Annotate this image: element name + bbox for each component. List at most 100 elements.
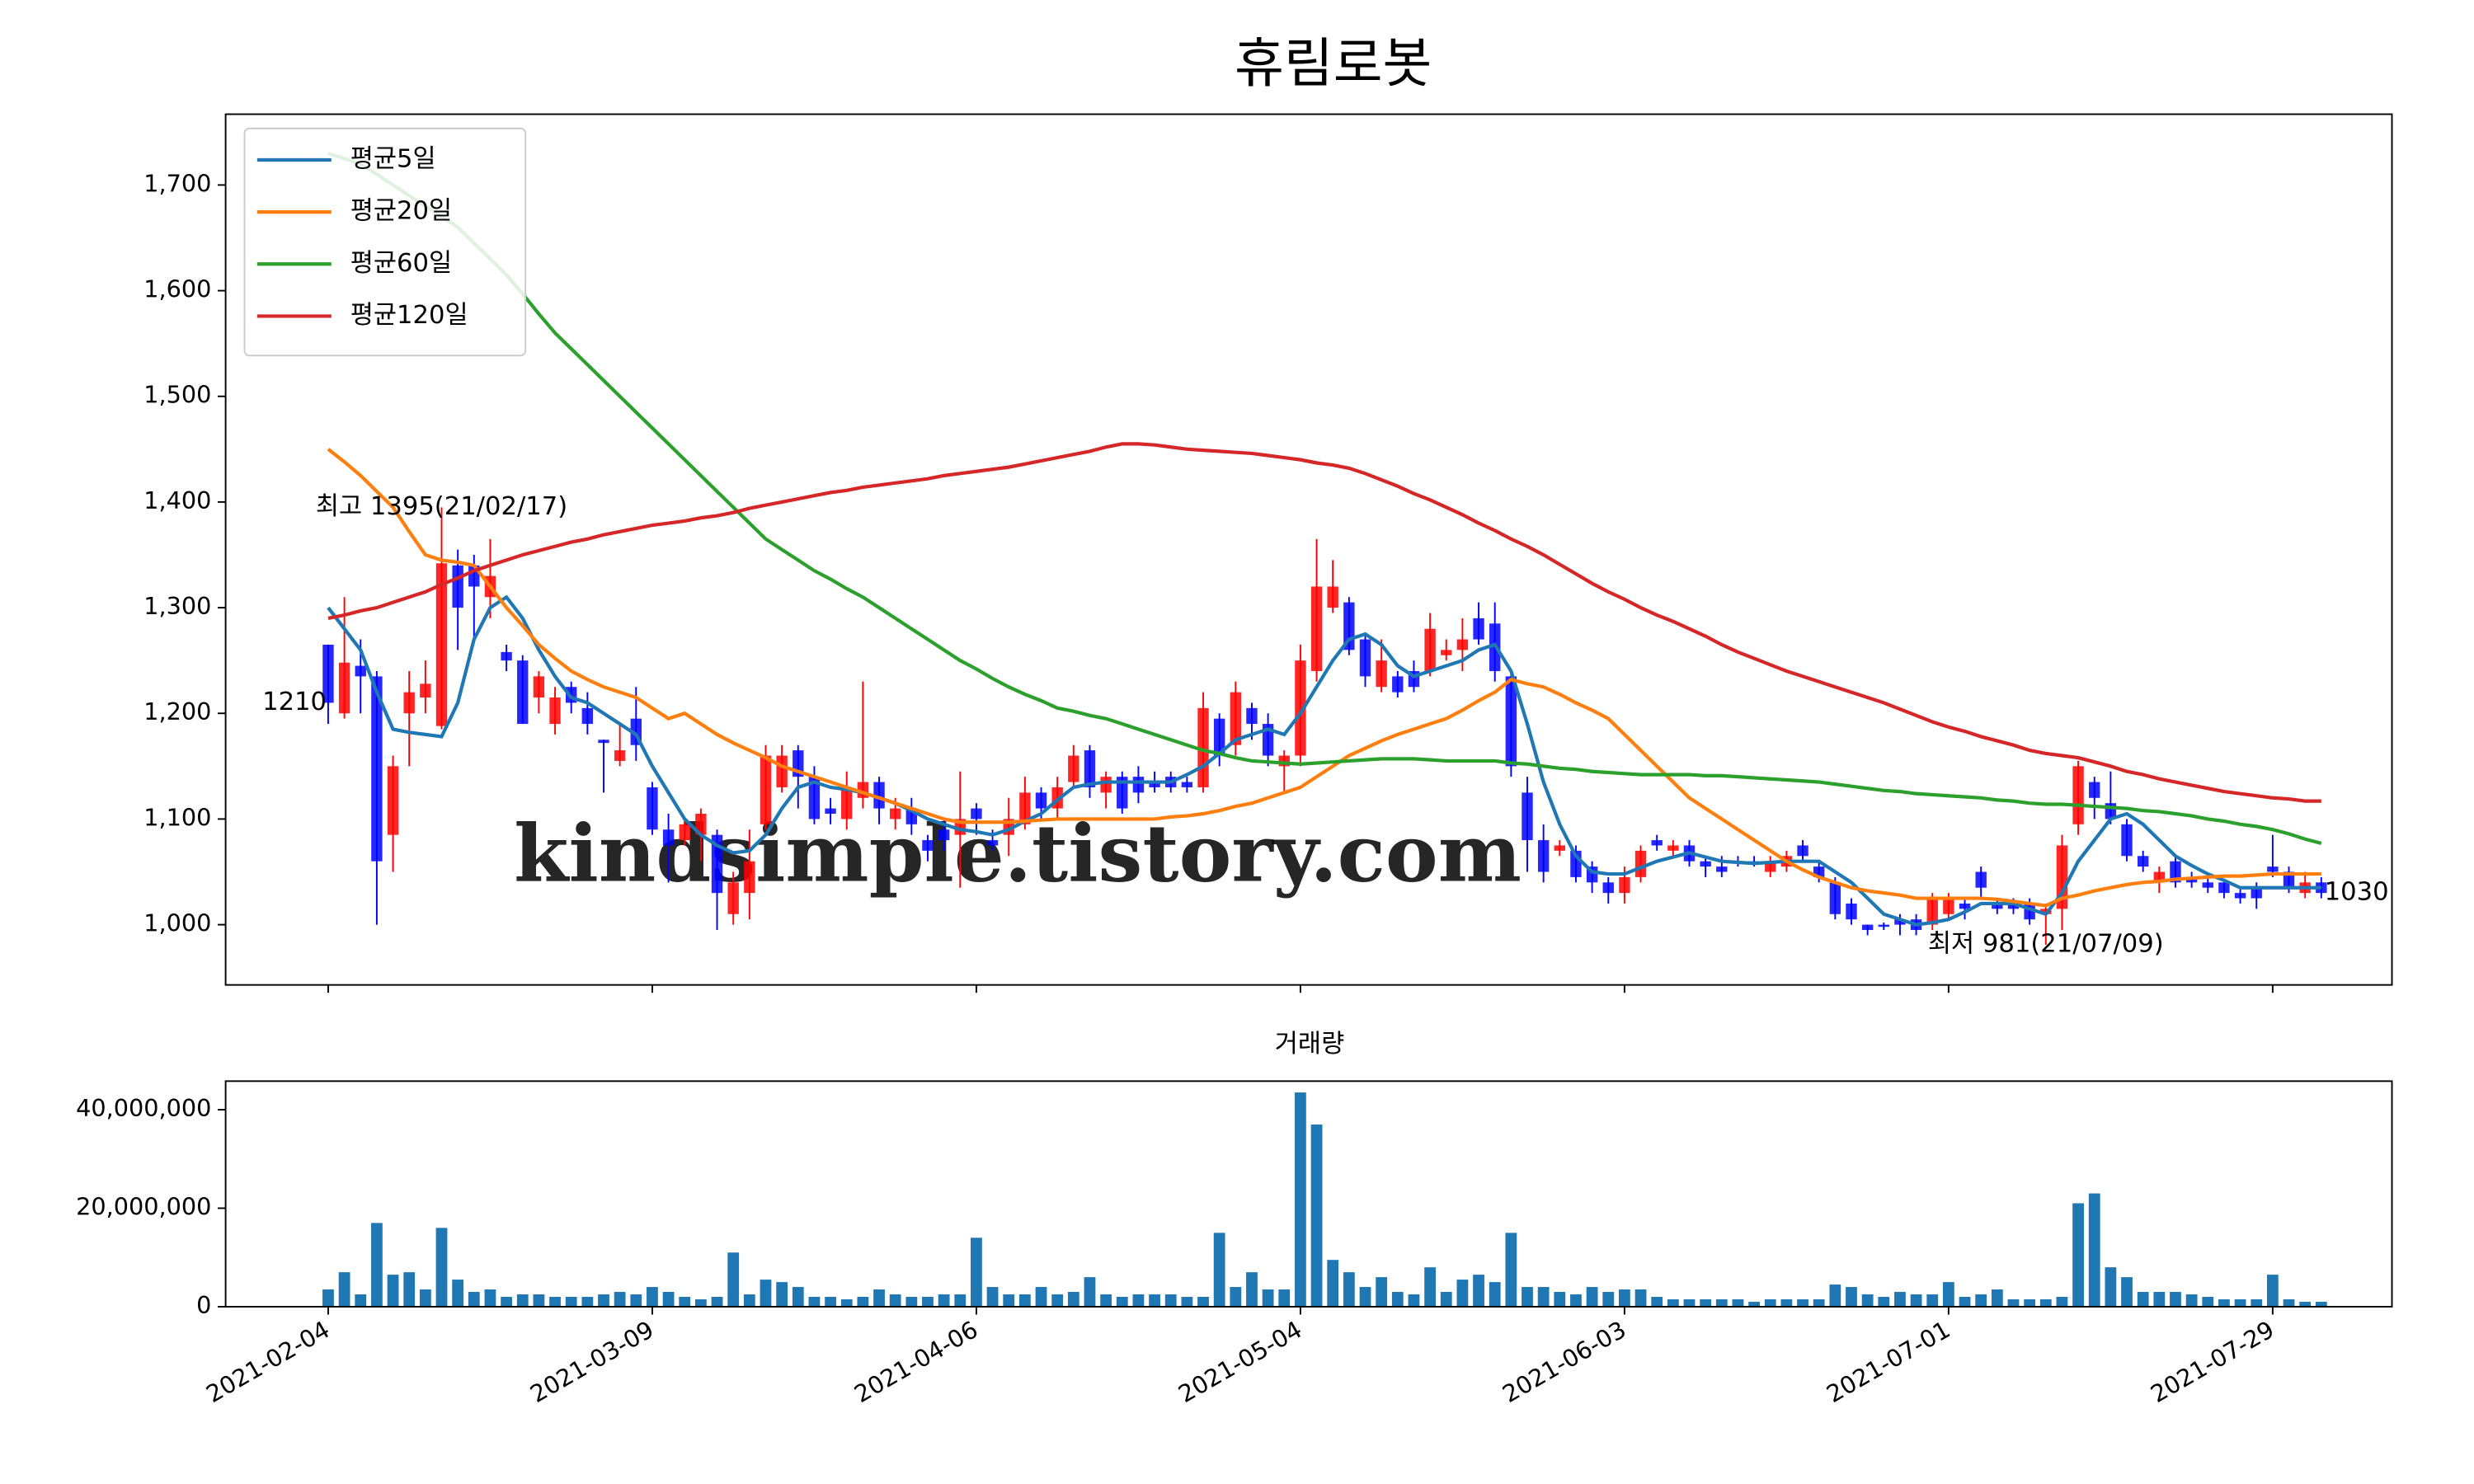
candle-body — [371, 676, 383, 862]
volume-bar — [2153, 1292, 2166, 1307]
candle-body — [2283, 871, 2295, 888]
volume-bar — [1213, 1233, 1225, 1307]
volume-bar — [1764, 1298, 1776, 1307]
candle-body — [2218, 882, 2230, 894]
volume-bar — [435, 1228, 448, 1307]
volume-bar — [2170, 1292, 2181, 1307]
candle-body — [922, 840, 934, 851]
ma-line — [327, 448, 2321, 908]
candle-body — [679, 824, 690, 841]
legend-label: 평균60일 — [350, 249, 452, 278]
candle-body — [986, 840, 999, 846]
candle-body — [1765, 863, 1776, 872]
candle-body — [1716, 866, 1728, 872]
candle-body — [1084, 750, 1096, 787]
volume-bar — [1732, 1298, 1744, 1307]
candle-body — [1878, 924, 1889, 928]
volume-bar — [1846, 1287, 1857, 1307]
candle-body — [776, 755, 788, 787]
volume-bar — [501, 1297, 512, 1307]
candle-body — [1068, 755, 1079, 782]
candle-body — [1959, 903, 1971, 909]
candle-body — [1634, 850, 1647, 877]
candle-body — [338, 662, 350, 714]
candle-body — [403, 692, 415, 714]
volume-bar — [614, 1292, 626, 1307]
volume-bar — [1018, 1294, 1031, 1307]
candle-body — [517, 660, 529, 725]
candle-body — [1943, 898, 1954, 914]
volume-bar — [581, 1297, 594, 1307]
y-tick-label: 0 — [196, 1291, 211, 1319]
low-annotation: 최저 981(21/07/09) — [1928, 929, 2164, 958]
candle-body — [1246, 707, 1258, 725]
candle-body — [1441, 650, 1452, 655]
volume-bar — [1715, 1298, 1728, 1307]
volume-bar — [2088, 1193, 2100, 1307]
volume-bar — [484, 1289, 496, 1307]
y-tick-label: 40,000,000 — [76, 1094, 211, 1122]
y-tick-label: 20,000,000 — [76, 1192, 211, 1220]
candle-body — [533, 676, 545, 698]
volume-bar — [1797, 1298, 1808, 1307]
candle-body — [1019, 792, 1031, 824]
volume-bar — [1424, 1267, 1436, 1307]
candle-body — [1700, 861, 1711, 867]
volume-bar — [468, 1292, 480, 1307]
volume-bar — [2299, 1301, 2312, 1307]
volume-bar — [1829, 1284, 1841, 1307]
volume-bar — [679, 1297, 691, 1307]
volume-bar — [1586, 1287, 1598, 1307]
volume-bar — [662, 1292, 675, 1307]
candle-body — [2072, 766, 2084, 824]
volume-bar — [1100, 1294, 1112, 1307]
volume-bar — [1975, 1294, 1987, 1307]
volume-bar — [1537, 1287, 1550, 1307]
plot-frame — [224, 1080, 2393, 1308]
candle-body — [873, 782, 885, 809]
volume-bar — [2315, 1301, 2327, 1307]
volume-bar — [2185, 1294, 2198, 1307]
volume-bar — [695, 1298, 707, 1307]
volume-bar — [2007, 1298, 2020, 1307]
volume-bar — [825, 1297, 836, 1307]
volume-bar — [1391, 1292, 1404, 1307]
ma-line — [327, 594, 2321, 927]
volume-bar — [1861, 1294, 1874, 1307]
volume-bar — [630, 1294, 642, 1307]
volume-bar — [2039, 1298, 2052, 1307]
volume-bar — [971, 1237, 982, 1307]
candle-body — [825, 808, 836, 815]
candle-body — [355, 665, 366, 677]
candle-body — [1797, 845, 1808, 857]
candle-body — [598, 740, 609, 744]
volume-bar — [1181, 1297, 1193, 1307]
volume-bar — [776, 1282, 788, 1307]
candle-body — [1619, 876, 1630, 894]
candle-body — [1975, 871, 1987, 888]
volume-bar — [1667, 1298, 1679, 1307]
volume-bar — [1051, 1294, 1064, 1307]
y-tick-label: 1,600 — [143, 275, 211, 303]
y-tick-label: 1,200 — [143, 697, 211, 726]
candle-body — [2121, 824, 2133, 857]
candle-body — [662, 829, 675, 846]
volume-bar — [419, 1289, 431, 1307]
candle-body — [1667, 845, 1679, 851]
candle-body — [2251, 887, 2262, 899]
volume-bar — [1084, 1277, 1096, 1307]
volume-bar — [1522, 1287, 1533, 1307]
legend-box — [243, 127, 527, 357]
volume-bar — [2218, 1298, 2230, 1307]
candle-body — [889, 808, 901, 819]
legend-label: 평균20일 — [350, 197, 452, 226]
volume-bar — [355, 1294, 367, 1307]
plot-frame — [224, 113, 2393, 986]
candle-body — [1473, 618, 1484, 640]
candle-body — [1861, 924, 1874, 930]
volume-bar — [2072, 1203, 2084, 1307]
volume-bar — [1651, 1297, 1663, 1307]
y-tick-label: 1,400 — [143, 486, 211, 514]
volume-title: 거래량 — [1275, 1030, 1344, 1059]
candle-body — [581, 707, 594, 725]
